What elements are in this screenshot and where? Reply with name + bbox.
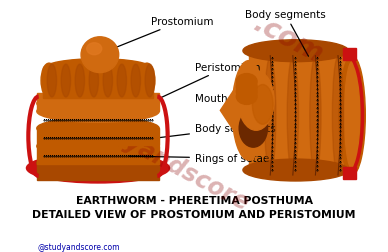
Ellipse shape [37, 118, 159, 140]
Ellipse shape [236, 74, 257, 90]
Ellipse shape [345, 62, 360, 169]
Bar [43, 69, 152, 99]
Ellipse shape [83, 64, 99, 99]
Ellipse shape [43, 59, 152, 79]
Ellipse shape [243, 160, 348, 181]
Ellipse shape [252, 85, 273, 125]
Ellipse shape [26, 153, 170, 183]
Ellipse shape [47, 65, 57, 98]
Ellipse shape [111, 64, 127, 99]
Bar [37, 94, 159, 112]
Ellipse shape [339, 56, 365, 175]
FancyBboxPatch shape [37, 147, 159, 164]
Ellipse shape [238, 71, 274, 131]
Ellipse shape [310, 57, 321, 174]
FancyBboxPatch shape [37, 129, 159, 146]
Ellipse shape [103, 65, 113, 98]
Ellipse shape [117, 65, 126, 98]
Ellipse shape [265, 57, 276, 174]
Text: @studyandscore: @studyandscore [48, 91, 253, 215]
Ellipse shape [145, 65, 154, 98]
FancyBboxPatch shape [37, 164, 159, 180]
Ellipse shape [89, 65, 99, 98]
Bar [343, 49, 356, 60]
Text: @studyandscore.com: @studyandscore.com [38, 242, 120, 251]
Ellipse shape [97, 64, 113, 99]
Ellipse shape [333, 57, 344, 174]
Ellipse shape [232, 61, 265, 161]
Ellipse shape [61, 65, 71, 98]
Text: DETAILED VIEW OF PROSTOMIUM AND PERISTOMIUM: DETAILED VIEW OF PROSTOMIUM AND PERISTOM… [32, 209, 356, 219]
Text: Mouth opening: Mouth opening [195, 94, 273, 122]
Ellipse shape [239, 110, 267, 148]
Ellipse shape [125, 64, 141, 99]
Bar [343, 167, 356, 179]
Ellipse shape [87, 44, 102, 55]
Ellipse shape [287, 57, 298, 174]
Text: Body segments: Body segments [157, 124, 276, 138]
Ellipse shape [236, 84, 257, 100]
Ellipse shape [81, 38, 119, 73]
Text: .com: .com [249, 10, 329, 70]
Ellipse shape [37, 93, 159, 115]
Ellipse shape [139, 64, 155, 99]
Ellipse shape [75, 65, 85, 98]
Text: Prostomium: Prostomium [105, 17, 213, 52]
FancyBboxPatch shape [249, 51, 352, 170]
Text: Body segments: Body segments [245, 10, 326, 57]
Ellipse shape [37, 136, 159, 158]
Ellipse shape [236, 89, 257, 105]
Ellipse shape [37, 152, 159, 174]
Text: Peristomium: Peristomium [162, 62, 260, 98]
Text: Rings of setae: Rings of setae [129, 153, 269, 164]
Ellipse shape [41, 64, 57, 99]
Polygon shape [220, 61, 253, 161]
Ellipse shape [236, 79, 257, 95]
Ellipse shape [37, 101, 159, 123]
Text: EARTHWORM - PHERETIMA POSTHUMA: EARTHWORM - PHERETIMA POSTHUMA [76, 195, 312, 205]
Ellipse shape [131, 65, 140, 98]
Ellipse shape [55, 64, 71, 99]
Ellipse shape [69, 64, 85, 99]
Ellipse shape [243, 41, 348, 62]
